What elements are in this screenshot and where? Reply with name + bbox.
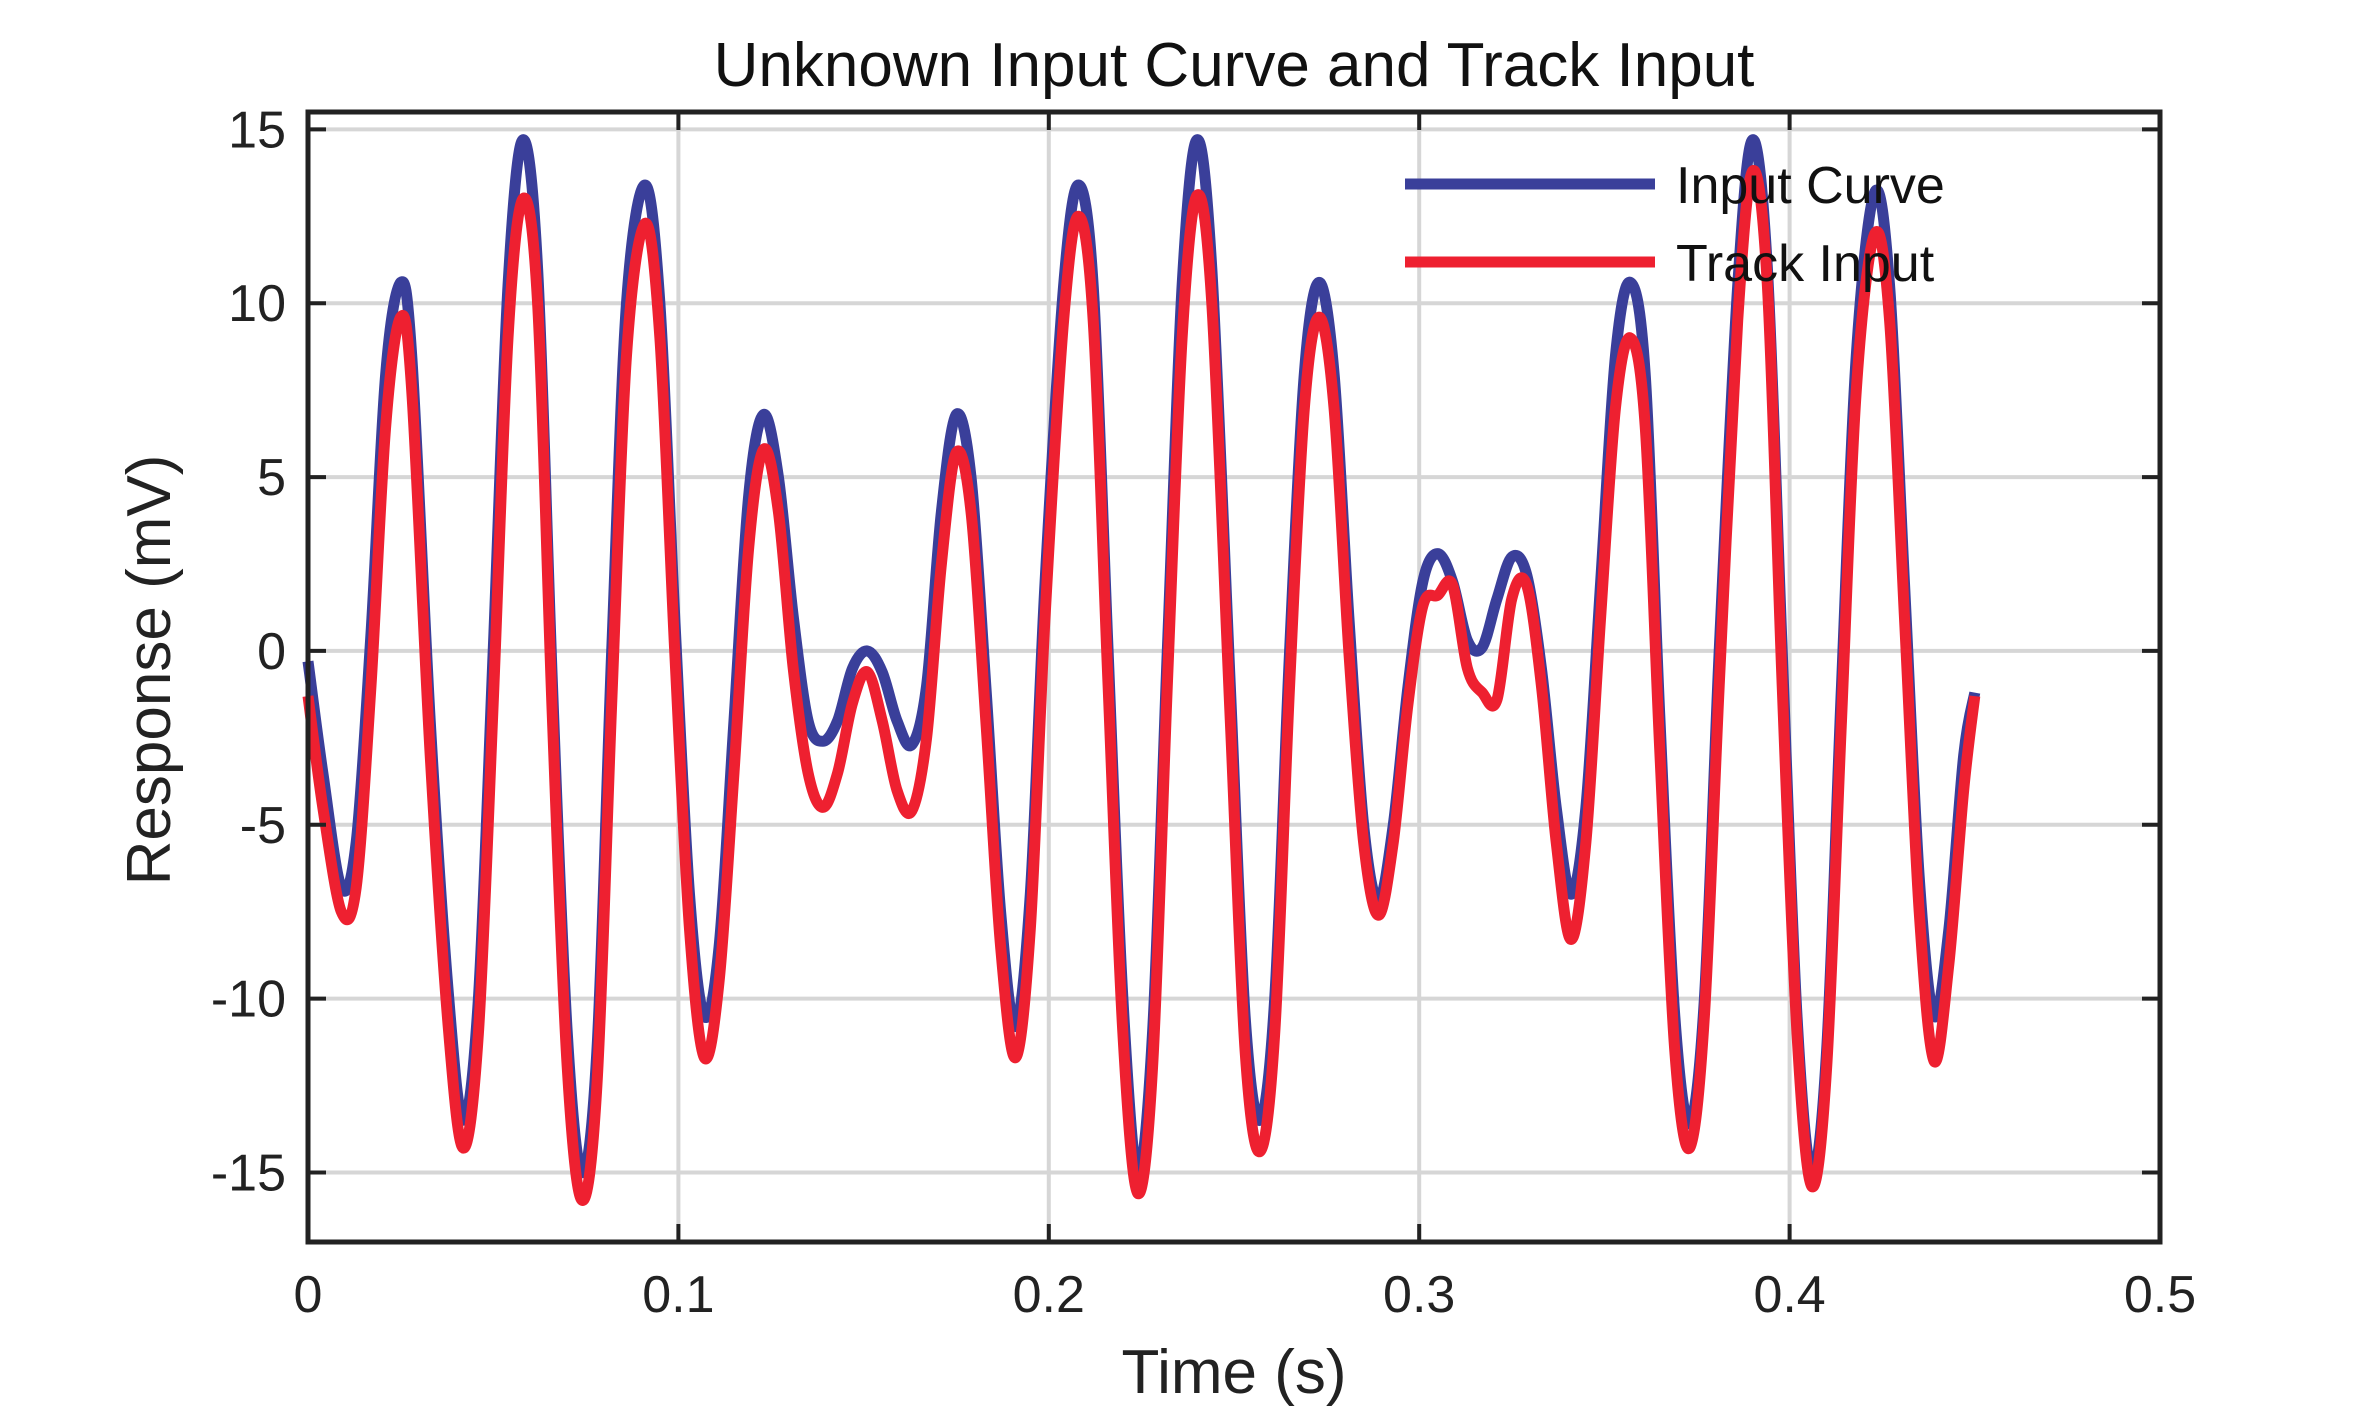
x-tick-label: 0.4: [1753, 1266, 1825, 1324]
y-tick-label: 0: [257, 623, 286, 681]
y-tick-label: -5: [240, 797, 286, 855]
legend-label-track-input: Track Input: [1676, 235, 1935, 293]
x-tick-labels: 0 0.1 0.2 0.3 0.4 0.5: [294, 1266, 2197, 1324]
legend: Input Curve Track Input: [1405, 157, 1945, 293]
chart-title: Unknown Input Curve and Track Input: [714, 31, 1755, 100]
y-tick-label: 5: [257, 449, 286, 507]
y-tick-labels: 15 10 5 0 -5 -10 -15: [211, 101, 286, 1202]
y-tick-label: 15: [228, 101, 286, 159]
series-line-track-input: [302, 165, 1981, 1206]
y-tick-label: -10: [211, 971, 286, 1029]
plot-frame: [305, 109, 2163, 1245]
series-layer: [302, 134, 1981, 1206]
y-tick-label: -15: [211, 1144, 286, 1202]
x-axis-label: Time (s): [1122, 1338, 1347, 1407]
x-tick-label: 0.1: [642, 1266, 714, 1324]
legend-label-input-curve: Input Curve: [1676, 157, 1945, 215]
x-tick-label: 0.2: [1013, 1266, 1085, 1324]
x-tick-label: 0.5: [2124, 1266, 2196, 1324]
y-axis-label: Response (mV): [115, 455, 184, 886]
x-tick-label: 0.3: [1383, 1266, 1455, 1324]
y-tick-label: 10: [228, 275, 286, 333]
tick-marks: [306, 112, 2162, 1242]
x-tick-label: 0: [294, 1266, 323, 1324]
